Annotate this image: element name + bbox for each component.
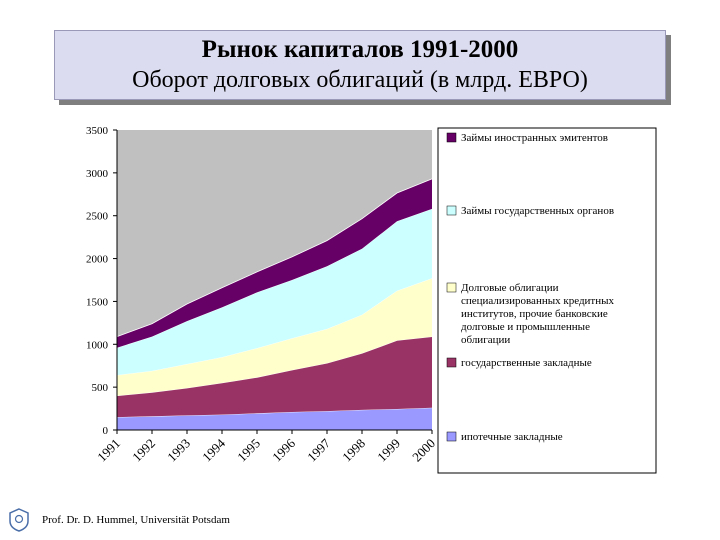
- x-tick-label: 1998: [339, 436, 368, 465]
- chart-subtitle: Оборот долговых облигаций (в млрд. ЕВРО): [132, 67, 588, 93]
- legend-swatch-5: [446, 132, 457, 143]
- x-tick-label: 1994: [199, 435, 228, 464]
- legend-swatch-3: [446, 282, 457, 293]
- x-tick-label: 2000: [409, 436, 438, 465]
- series-boundary-5: [116, 178, 433, 337]
- title-box: Рынок капиталов 1991-2000 Оборот долговы…: [54, 30, 666, 100]
- area-series-1: [117, 407, 432, 430]
- legend: Займы иностранных эмитентов Займы государ…: [437, 127, 657, 474]
- y-tick-label: 2500: [86, 211, 109, 223]
- x-tick-label: 1991: [94, 436, 123, 465]
- legend-swatch-1: [446, 431, 457, 442]
- y-tick-label: 3500: [86, 125, 109, 137]
- legend-swatch-4: [446, 205, 457, 216]
- x-tick-label: 1992: [129, 436, 158, 465]
- y-tick-label: 2000: [86, 254, 109, 266]
- y-tick-label: 3000: [86, 168, 109, 180]
- legend-label-3: Долговые облигации специализированных кре…: [461, 282, 615, 346]
- x-tick-label: 1995: [234, 436, 263, 465]
- x-tick-label: 1993: [164, 436, 193, 465]
- x-tick-label: 1999: [374, 436, 403, 465]
- legend-label-2: государственные закладные: [461, 357, 592, 369]
- university-seal-icon: [9, 508, 29, 532]
- y-tick-label: 500: [92, 382, 109, 394]
- plot-layer: [116, 130, 433, 430]
- chart-title: Рынок капиталов 1991-2000: [201, 36, 519, 63]
- legend-label-1: ипотечные закладные: [461, 431, 563, 443]
- legend-label-4: Займы государственных органов: [461, 205, 614, 217]
- legend-label-5: Займы иностранных эмитентов: [461, 132, 608, 144]
- y-tick-label: 1000: [86, 339, 109, 351]
- area-series-3: [117, 278, 432, 396]
- legend-box: [437, 127, 657, 474]
- x-tick-label: 1996: [269, 435, 298, 464]
- y-tick-label: 0: [103, 425, 109, 437]
- x-tick-label: 1997: [304, 435, 333, 464]
- area-series-5: [117, 178, 432, 348]
- legend-swatch-2: [446, 357, 457, 368]
- area-series-4: [117, 208, 432, 376]
- footer-credit: Prof. Dr. D. Hummel, Universität Potsdam: [42, 514, 230, 526]
- area-series-2: [117, 336, 432, 418]
- y-tick-label: 1500: [86, 296, 109, 308]
